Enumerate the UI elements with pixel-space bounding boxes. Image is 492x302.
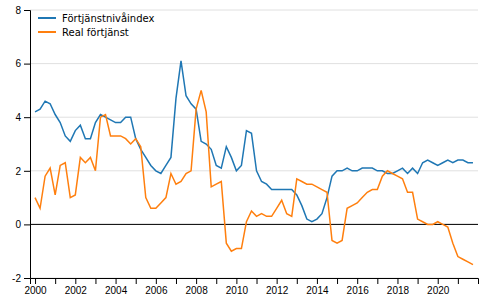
legend-item: Real förtjänst	[38, 27, 129, 38]
chart: 2000 2002 2004 2006 2008 2010 2012 2014 2016 2018…	[0, 0, 492, 302]
y-tick-label: -2	[12, 273, 21, 284]
grid	[30, 10, 478, 278]
x-tick: 2008	[185, 278, 208, 296]
legend-item: Förtjänstnivåindex	[38, 12, 155, 24]
x-tick	[176, 278, 177, 284]
x-tick-mark	[377, 278, 378, 284]
x-tick-mark	[196, 278, 197, 284]
x-tick: 2016	[347, 278, 370, 296]
x-tick: 2006	[145, 278, 168, 296]
x-tick	[337, 278, 338, 284]
x-tick	[418, 278, 419, 284]
x-tick-mark	[297, 278, 298, 284]
x-tick-mark	[176, 278, 177, 284]
x-tick-mark	[438, 278, 439, 284]
legend-label: Real förtjänst	[62, 27, 129, 38]
x-tick-label: 2008	[185, 285, 208, 296]
legend-label: Förtjänstnivåindex	[62, 12, 155, 24]
x-tick: 2002	[65, 278, 88, 296]
x-tick: 2014	[306, 278, 329, 296]
y-tick: 4	[15, 112, 30, 123]
x-tick	[297, 278, 298, 284]
y-tick-mark	[24, 224, 30, 225]
y-tick: 6	[15, 58, 30, 69]
y-tick-mark	[24, 278, 30, 279]
y-tick-mark	[24, 117, 30, 118]
y-tick: 8	[15, 5, 30, 16]
x-tick-mark	[55, 278, 56, 284]
x-tick-mark	[418, 278, 419, 284]
x-axis-line	[31, 279, 479, 285]
y-axis-line	[24, 11, 31, 279]
x-tick	[377, 278, 378, 284]
y-tick: 0	[15, 219, 30, 230]
legend-swatch	[38, 17, 56, 19]
x-tick	[136, 278, 137, 284]
x-tick-label: 2018	[387, 285, 410, 296]
x-tick: 2004	[105, 278, 128, 296]
x-tick-label: 2010	[226, 285, 249, 296]
x-tick: 2020	[427, 278, 450, 296]
plot-area	[35, 61, 473, 265]
x-tick	[216, 278, 217, 284]
x-tick	[95, 278, 96, 284]
x-tick-mark	[458, 278, 459, 284]
x-tick: 2012	[266, 278, 289, 296]
x-tick-label: 2006	[145, 285, 168, 296]
y-tick: -2	[12, 273, 30, 284]
x-tick-mark	[156, 278, 157, 284]
grid-line	[30, 10, 478, 11]
grid-line	[30, 224, 478, 225]
x-tick: 2018	[387, 278, 410, 296]
x-tick	[458, 278, 459, 284]
grid-line	[30, 63, 478, 64]
x-axis: 2000 2002 2004 2006 2008 2010 2012 2014 2016 2018…	[24, 278, 478, 296]
x-tick: 2010	[226, 278, 249, 296]
x-tick-mark	[116, 278, 117, 284]
legend-swatch	[38, 31, 56, 33]
x-tick: 2000	[24, 278, 47, 296]
x-tick-mark	[75, 278, 76, 284]
y-tick-label: 2	[15, 166, 21, 177]
x-tick-mark	[317, 278, 318, 284]
x-tick-mark	[257, 278, 258, 284]
x-tick-mark	[397, 278, 398, 284]
x-tick-mark	[95, 278, 96, 284]
x-tick-mark	[35, 278, 36, 284]
x-tick-mark	[337, 278, 338, 284]
x-tick-mark	[277, 278, 278, 284]
zero-line	[30, 224, 478, 225]
y-tick-mark	[24, 64, 30, 65]
y-tick-label: 0	[15, 219, 21, 230]
x-tick-label: 2012	[266, 285, 289, 296]
x-tick	[257, 278, 258, 284]
y-tick-label: 6	[15, 58, 21, 69]
y-tick: 2	[15, 166, 30, 177]
x-tick-label: 2014	[306, 285, 329, 296]
y-tick-label: 8	[15, 5, 21, 16]
x-tick-label: 2000	[24, 285, 47, 296]
x-tick-label: 2020	[427, 285, 450, 296]
series-line	[35, 90, 473, 264]
legend: Förtjänstnivåindex Real förtjänst	[38, 12, 155, 38]
y-tick-mark	[24, 10, 30, 11]
y-axis: -2 0 2 4 6 8	[12, 5, 30, 284]
x-tick-label: 2004	[105, 285, 128, 296]
y-tick-label: 4	[15, 112, 21, 123]
x-tick-mark	[236, 278, 237, 284]
x-tick-mark	[357, 278, 358, 284]
series-line	[35, 61, 473, 222]
x-tick-mark	[136, 278, 137, 284]
x-tick-mark	[216, 278, 217, 284]
y-tick-mark	[24, 171, 30, 172]
grid-line	[30, 117, 478, 118]
x-tick	[55, 278, 56, 284]
x-tick-label: 2016	[347, 285, 370, 296]
x-tick-label: 2002	[65, 285, 88, 296]
